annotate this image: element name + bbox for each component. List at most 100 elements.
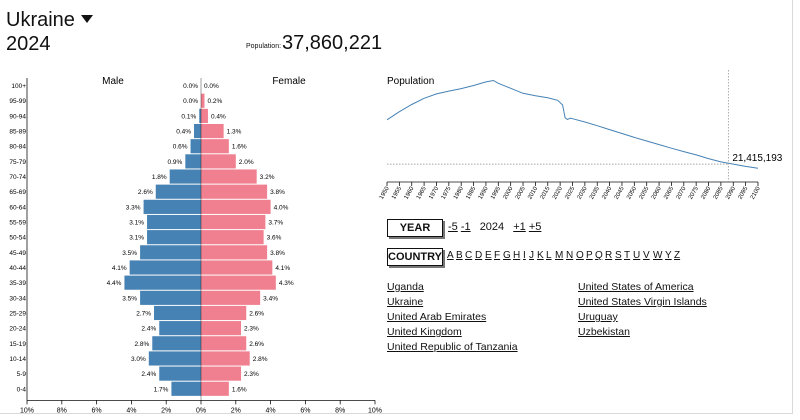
female-bar-35-39 <box>201 275 276 290</box>
male-bar-35-39 <box>124 275 201 290</box>
male-value-label-45-49: 3.5% <box>122 250 137 257</box>
line-x-tick-label: 2050 <box>626 185 638 200</box>
female-value-label-85-89: 1.3% <box>227 129 242 136</box>
female-value-label-10-14: 2.8% <box>253 356 268 363</box>
population-pyramid-chart: Male Female 100+ 0.0% 0.0% 95-99 0.0% 0.2% 90-… <box>9 76 382 414</box>
letter-link-Q[interactable]: Q <box>595 250 603 261</box>
country-link[interactable]: United Republic of Tanzania <box>387 341 518 353</box>
female-bar-5-9 <box>201 366 242 381</box>
age-label-30-34: 30-34 <box>9 295 26 302</box>
letter-link-L[interactable]: L <box>546 250 552 261</box>
male-bar-0-4 <box>171 381 201 396</box>
male-value-label-95-99: 0.0% <box>183 98 198 105</box>
age-label-5-9: 5-9 <box>17 371 27 378</box>
line-x-tick-label: 1975 <box>441 185 453 200</box>
line-x-tick-label: 2055 <box>639 185 651 200</box>
male-value-label-35-39: 4.4% <box>107 280 122 287</box>
letter-link-V[interactable]: V <box>643 250 650 261</box>
letter-link-O[interactable]: O <box>576 250 584 261</box>
letter-link-M[interactable]: M <box>555 250 564 261</box>
letter-link-A[interactable]: A <box>447 250 454 261</box>
country-selector[interactable]: Ukraine <box>6 9 93 32</box>
female-bar-95-99 <box>201 93 205 108</box>
female-bar-20-24 <box>201 321 242 336</box>
letter-link-U[interactable]: U <box>633 250 641 261</box>
male-value-label-55-59: 3.1% <box>129 220 144 227</box>
female-value-label-30-34: 3.4% <box>263 295 278 302</box>
line-x-tick-label: 2090 <box>725 185 737 200</box>
letter-link-H[interactable]: H <box>513 250 521 261</box>
male-bar-45-49 <box>140 245 201 260</box>
country-link[interactable]: United Kingdom <box>387 326 462 338</box>
letter-link-F[interactable]: F <box>494 250 501 261</box>
female-value-label-0-4: 1.6% <box>232 386 247 393</box>
male-value-label-70-74: 1.8% <box>152 174 167 181</box>
female-value-label-80-84: 1.6% <box>232 144 247 151</box>
letter-link-P[interactable]: P <box>586 250 593 261</box>
male-value-label-40-44: 4.1% <box>112 265 127 272</box>
line-x-tick-label: 2000 <box>503 185 515 200</box>
age-label-60-64: 60-64 <box>9 204 26 211</box>
female-value-label-65-69: 3.8% <box>270 189 285 196</box>
year-plus1-link[interactable]: +1 <box>513 221 526 233</box>
female-value-label-70-74: 3.2% <box>260 174 275 181</box>
male-value-label-50-54: 3.1% <box>129 235 144 242</box>
line-x-tick-label: 2025 <box>564 185 576 200</box>
line-x-tick-label: 1960 <box>404 185 416 200</box>
female-bar-45-49 <box>201 245 268 260</box>
male-value-label-75-79: 0.9% <box>168 159 183 166</box>
female-value-label-35-39: 4.3% <box>279 280 294 287</box>
letter-link-B[interactable]: B <box>456 250 463 261</box>
female-bar-0-4 <box>201 381 229 396</box>
pyramid-x-tick-label: 10% <box>20 407 34 414</box>
country-link[interactable]: Ukraine <box>387 296 424 308</box>
app-frame <box>0 0 793 414</box>
line-x-tick-label: 2035 <box>589 185 601 200</box>
letter-link-Z[interactable]: Z <box>674 250 681 261</box>
year-button[interactable]: YEAR <box>387 219 443 237</box>
letter-link-D[interactable]: D <box>475 250 483 261</box>
year-plus5-link[interactable]: +5 <box>528 221 542 233</box>
female-bar-70-74 <box>201 169 257 184</box>
letter-link-G[interactable]: G <box>503 250 511 261</box>
male-value-label-60-64: 3.3% <box>126 204 141 211</box>
female-value-label-15-19: 2.6% <box>249 341 264 348</box>
male-value-label-25-29: 2.7% <box>136 310 151 317</box>
pyramid-x-tick-label: 6% <box>92 407 102 414</box>
country-button[interactable]: COUNTRY <box>387 248 443 266</box>
country-link[interactable]: United States Virgin Islands <box>578 296 707 308</box>
population-line-chart: Population 1950 1955 1960 1965 1970 1975 1980 1… <box>379 70 783 201</box>
country-link[interactable]: Uganda <box>387 281 424 293</box>
male-value-label-10-14: 3.0% <box>131 356 146 363</box>
country-link[interactable]: Uruguay <box>578 311 618 323</box>
line-x-tick-label: 2005 <box>515 185 527 200</box>
letter-link-C[interactable]: C <box>465 250 473 261</box>
letter-link-K[interactable]: K <box>537 250 544 261</box>
male-bar-50-54 <box>147 230 201 245</box>
letter-link-T[interactable]: T <box>624 250 631 261</box>
year-minus5-link[interactable]: -5 <box>448 221 458 233</box>
age-label-0-4: 0-4 <box>17 386 27 393</box>
male-value-label-90-94: 0.1% <box>181 113 196 120</box>
male-value-label-5-9: 2.4% <box>141 371 156 378</box>
letter-link-Y[interactable]: Y <box>665 250 672 261</box>
letter-link-W[interactable]: W <box>653 250 663 261</box>
female-value-label-40-44: 4.1% <box>275 265 290 272</box>
letter-link-J[interactable]: J <box>529 250 534 261</box>
female-value-label-95-99: 0.2% <box>207 98 222 105</box>
country-link[interactable]: United States of America <box>578 281 694 293</box>
letter-link-S[interactable]: S <box>615 250 622 261</box>
male-bar-75-79 <box>185 154 201 169</box>
male-bar-65-69 <box>155 184 201 199</box>
country-link[interactable]: United Arab Emirates <box>387 311 487 323</box>
letter-link-E[interactable]: E <box>485 250 492 261</box>
year-minus1-link[interactable]: -1 <box>460 221 471 233</box>
caret-down-icon[interactable] <box>80 14 93 23</box>
line-x-tick-label: 2030 <box>577 185 589 200</box>
country-link[interactable]: Uzbekistan <box>578 326 630 338</box>
letter-link-I[interactable]: I <box>523 250 526 261</box>
letter-link-R[interactable]: R <box>605 250 613 261</box>
letter-link-N[interactable]: N <box>566 250 574 261</box>
current-year: 2024 <box>479 221 505 233</box>
line-x-tick-label: 2095 <box>737 185 749 200</box>
